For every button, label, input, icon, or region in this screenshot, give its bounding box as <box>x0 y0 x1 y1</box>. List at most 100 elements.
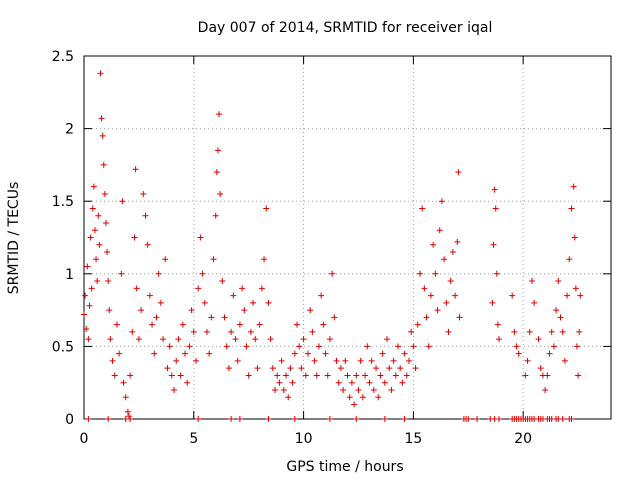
data-point <box>250 299 257 306</box>
data-point <box>101 190 108 197</box>
data-point <box>116 350 123 357</box>
data-point <box>94 278 101 285</box>
data-point <box>144 241 151 248</box>
data-point <box>122 394 129 401</box>
data-point <box>245 372 252 379</box>
data-point <box>201 299 208 306</box>
data-point <box>210 256 217 263</box>
data-point <box>555 278 562 285</box>
data-point <box>528 278 535 285</box>
data-point <box>559 328 566 335</box>
y-axis-label: SRMTID / TECUs <box>6 182 22 295</box>
data-point <box>124 408 131 415</box>
data-point <box>412 365 419 372</box>
data-point <box>285 394 292 401</box>
data-point <box>570 183 577 190</box>
data-point <box>203 328 210 335</box>
data-point <box>572 285 579 292</box>
data-point <box>509 292 516 299</box>
data-point <box>186 343 193 350</box>
data-point <box>104 249 111 256</box>
data-point <box>127 416 134 422</box>
data-point <box>228 416 235 422</box>
data-point <box>329 270 336 277</box>
x-tick-label: 5 <box>189 431 198 447</box>
data-point <box>434 307 441 314</box>
data-point <box>192 357 199 364</box>
data-point <box>225 365 232 372</box>
data-point <box>113 321 120 328</box>
data-point <box>206 350 213 357</box>
data-point <box>452 292 459 299</box>
data-point <box>311 357 318 364</box>
data-point <box>85 336 92 343</box>
data-point <box>127 372 134 379</box>
data-point <box>474 416 481 422</box>
x-tick-label: 10 <box>295 431 313 447</box>
data-point <box>490 241 497 248</box>
data-point <box>320 321 327 328</box>
chart-title: Day 007 of 2014, SRMTID for receiver iqa… <box>198 20 493 36</box>
data-point <box>492 205 499 212</box>
data-point <box>390 357 397 364</box>
data-point <box>359 394 366 401</box>
data-point <box>214 147 221 154</box>
data-point <box>195 285 202 292</box>
data-point <box>544 372 551 379</box>
data-point <box>419 205 426 212</box>
data-point <box>293 321 300 328</box>
data-point <box>119 198 126 205</box>
data-point <box>513 343 520 350</box>
plot-frame <box>83 55 612 420</box>
data-point <box>81 311 87 318</box>
data-point <box>401 416 408 422</box>
data-point <box>223 343 230 350</box>
y-tick-label: 1.5 <box>52 194 74 210</box>
data-point <box>449 249 456 256</box>
data-point <box>557 314 564 321</box>
data-point <box>256 321 263 328</box>
data-point <box>397 365 404 372</box>
data-point <box>353 416 360 422</box>
data-point <box>283 372 290 379</box>
data-point <box>335 379 342 386</box>
data-point <box>381 379 388 386</box>
data-point <box>438 198 445 205</box>
data-point <box>366 379 373 386</box>
data-point <box>403 372 410 379</box>
data-point <box>447 278 454 285</box>
data-point <box>309 328 316 335</box>
data-point <box>344 372 351 379</box>
data-point <box>140 190 147 197</box>
data-point <box>408 328 415 335</box>
data-point <box>322 350 329 357</box>
data-point <box>168 372 175 379</box>
data-point <box>234 357 241 364</box>
data-point <box>414 321 421 328</box>
data-point <box>340 386 347 393</box>
data-point <box>326 416 333 422</box>
data-point <box>395 343 402 350</box>
data-point <box>87 234 94 241</box>
y-tick-label: 0 <box>65 412 74 428</box>
data-points <box>81 70 584 422</box>
data-point <box>265 299 272 306</box>
data-point <box>577 292 584 299</box>
data-point <box>84 263 91 270</box>
data-point <box>489 299 496 306</box>
data-point <box>423 314 430 321</box>
data-point <box>230 292 237 299</box>
data-point <box>107 336 114 343</box>
data-point <box>564 292 571 299</box>
data-point <box>100 161 107 168</box>
data-point <box>129 328 136 335</box>
x-tick-label: 20 <box>514 431 532 447</box>
data-point <box>131 234 138 241</box>
data-point <box>377 372 384 379</box>
data-point <box>105 278 112 285</box>
data-point <box>232 336 239 343</box>
data-point <box>443 299 450 306</box>
data-point <box>184 379 191 386</box>
data-point <box>566 256 573 263</box>
